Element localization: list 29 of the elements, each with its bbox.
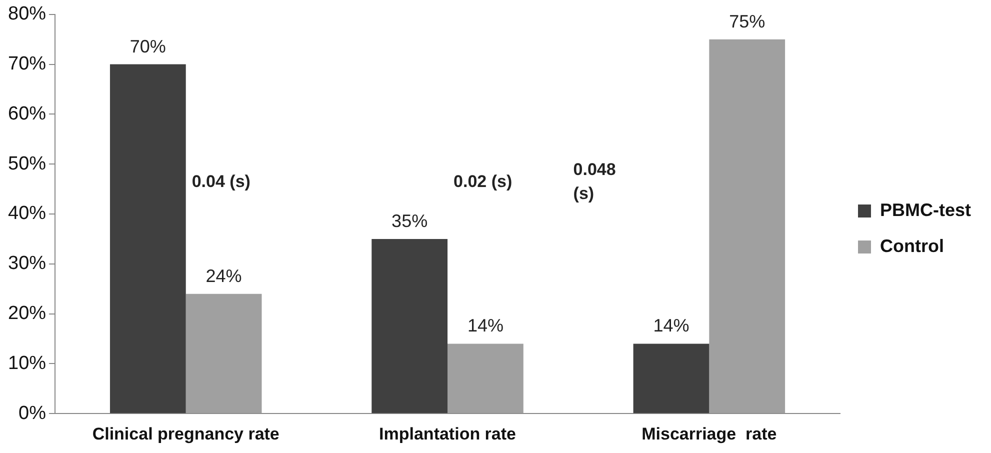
y-tick-label: 40% — [8, 203, 46, 224]
y-tick-label: 50% — [8, 153, 46, 174]
data-label: 14% — [467, 316, 504, 336]
annotation: 0.04 (s) — [192, 172, 250, 191]
y-tick-label: 20% — [8, 303, 46, 324]
y-tick-label: 60% — [8, 103, 46, 124]
y-tick-label: 70% — [8, 54, 46, 75]
bar — [186, 294, 262, 414]
y-tick-label: 10% — [8, 352, 46, 374]
x-tick-label: Implantation rate — [379, 424, 516, 444]
data-label: 70% — [130, 36, 166, 56]
x-tick-label: Miscarriage rate — [642, 424, 777, 444]
bar — [709, 39, 786, 414]
y-tick-label: 0% — [18, 402, 46, 424]
annotation: 0.048 (s) — [573, 160, 616, 203]
data-label: 14% — [653, 316, 690, 336]
bar — [448, 344, 524, 414]
x-tick-label: Clinical pregnancy rate — [92, 424, 280, 444]
y-tick-label: 30% — [8, 253, 46, 274]
bar — [110, 64, 186, 414]
bar — [633, 344, 710, 414]
annotation: 0.02 (s) — [454, 172, 512, 191]
bar — [372, 238, 448, 414]
y-tick-label: 80% — [8, 4, 46, 25]
legend-label: Control — [880, 236, 944, 256]
legend-label: PBMC-test — [880, 200, 972, 220]
data-label: 24% — [206, 266, 242, 286]
data-label: 35% — [392, 210, 428, 231]
data-label: 75% — [729, 11, 766, 32]
